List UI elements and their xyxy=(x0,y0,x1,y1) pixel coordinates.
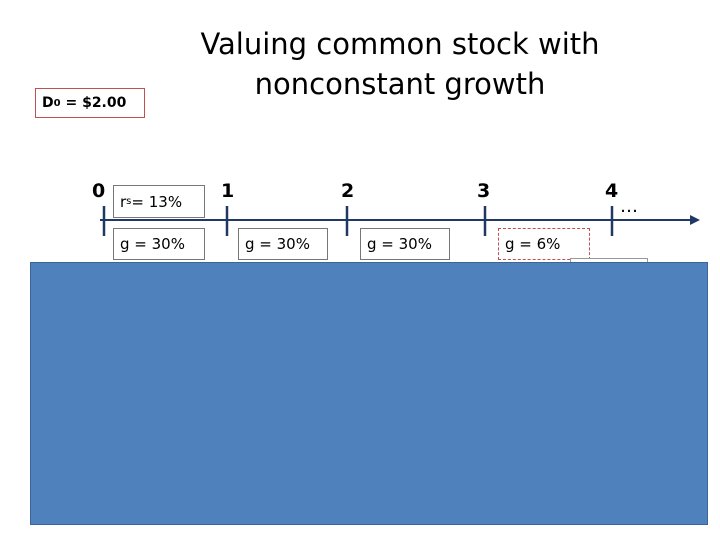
period-label: 3 xyxy=(477,180,491,202)
cover-panel xyxy=(30,262,708,525)
growth-label: g = 30% xyxy=(120,235,185,253)
growth-label: g = 6% xyxy=(505,235,561,253)
growth-box: g = 30% xyxy=(238,228,328,260)
rs-subscript: s xyxy=(126,196,132,207)
title-line: nonconstant growth xyxy=(254,67,546,101)
rs-box: r s = 13% xyxy=(113,185,205,218)
timeline-ticks xyxy=(102,206,614,236)
rs-symbol: r xyxy=(120,192,127,211)
period-label: 4 xyxy=(605,180,619,202)
growth-box: g = 6% xyxy=(498,228,590,260)
period-label: 0 xyxy=(92,180,106,202)
title-line: Valuing common stock with xyxy=(200,27,600,61)
growth-label: g = 30% xyxy=(367,235,432,253)
rs-value: = 13% xyxy=(131,192,183,211)
d0-subscript: 0 xyxy=(53,97,61,109)
growth-label: g = 30% xyxy=(245,235,310,253)
period-label: 2 xyxy=(341,180,355,202)
period-label: 1 xyxy=(221,180,235,202)
timeline-arrow xyxy=(690,215,700,225)
growth-box: g = 30% xyxy=(113,228,205,260)
growth-box: g = 30% xyxy=(360,228,450,260)
d0-symbol: D xyxy=(42,95,54,111)
ellipsis: … xyxy=(620,196,638,217)
d0-value: = $2.00 xyxy=(65,95,127,111)
